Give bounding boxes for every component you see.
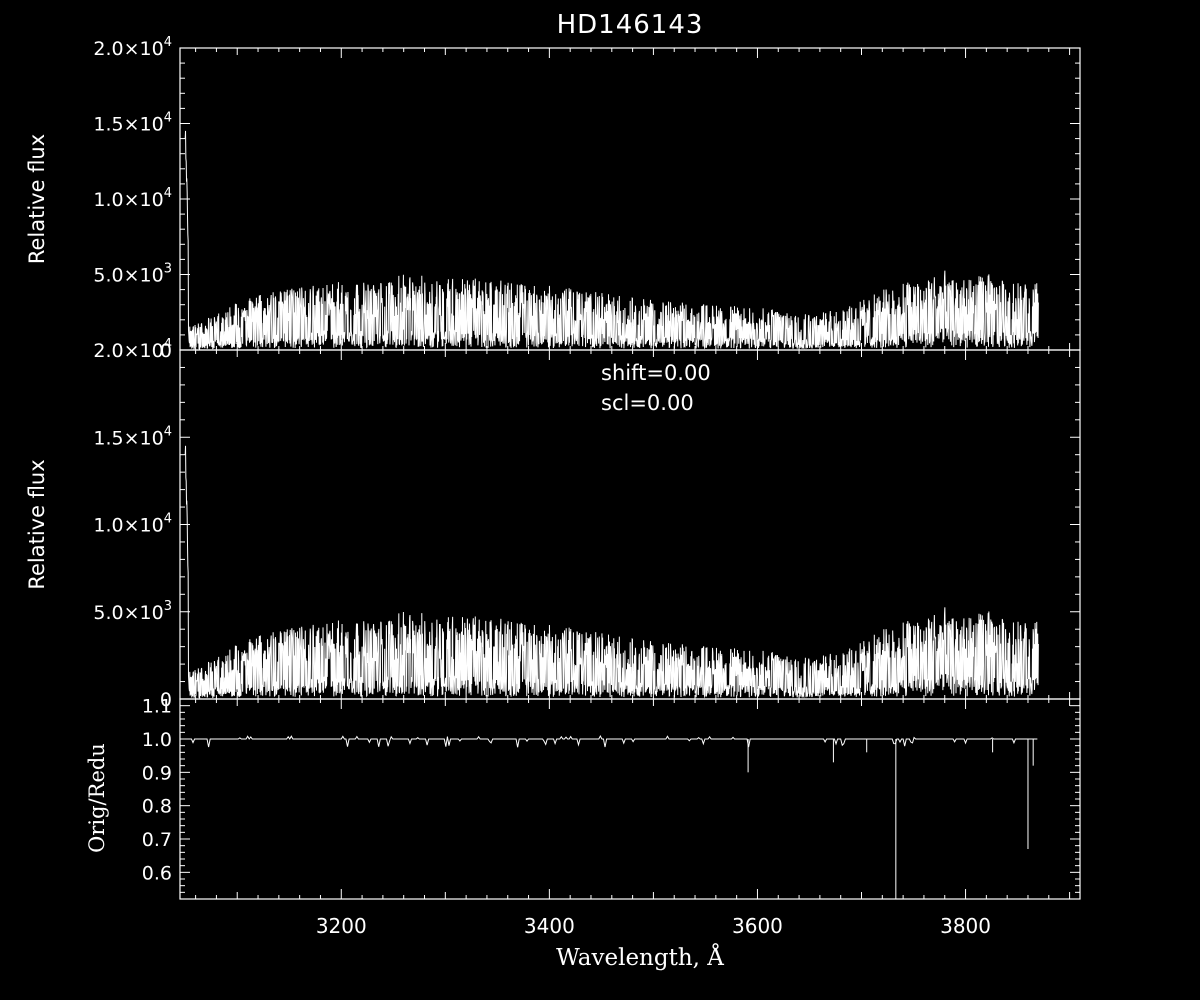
x-tick-label: 3800 (940, 914, 991, 938)
y-tick-label: 1.0 (142, 729, 172, 751)
panel-annotation: scl=0.00 (601, 391, 694, 415)
y-axis-label: Relative flux (25, 134, 49, 264)
y-tick-label: 0 (160, 340, 172, 362)
x-tick-label: 3400 (524, 914, 575, 938)
top-flux-panel: 0 5.0×103 1.0×104 1.5×104 2.0×104 Relative fl… (25, 35, 1081, 362)
y-tick-label: 1.0×104 (93, 512, 172, 537)
ratio-panel: 0.6 0.7 0.8 0.9 1.0 1.1 3200 3400 3600 3800 Orig/R… (85, 696, 1081, 971)
y-tick-label: 5.0×103 (93, 599, 172, 624)
y-tick-label: 1.5×104 (93, 111, 172, 136)
y-tick-label: 0.7 (142, 829, 172, 851)
ratio-trace (185, 734, 1038, 748)
x-axis-label: Wavelength, Å (556, 943, 724, 971)
x-tick-label: 3200 (316, 914, 367, 938)
y-tick-label: 1.0×104 (93, 186, 172, 211)
y-axis-label: Orig/Redu (85, 743, 109, 853)
y-axis-label: Relative flux (25, 459, 49, 589)
panel-annotation: shift=0.00 (601, 361, 711, 385)
y-tick-label: 1.1 (142, 696, 172, 718)
y-tick-label: 5.0×103 (93, 262, 172, 287)
y-tick-label: 1.5×104 (93, 424, 172, 449)
y-tick-label: 2.0×104 (93, 35, 172, 60)
flux-trace (184, 445, 1039, 699)
y-tick-label: 0 (160, 689, 172, 711)
flux-trace (184, 130, 1039, 351)
y-tick-label: 0.6 (142, 862, 172, 884)
y-tick-label: 0.8 (142, 796, 172, 818)
plot-frame (179, 698, 1081, 900)
y-tick-label: 0.9 (142, 762, 172, 784)
middle-flux-panel: 0 5.0×103 1.0×104 1.5×104 2.0×104 Relative fl… (25, 337, 1081, 711)
figure-title: HD146143 (557, 10, 704, 40)
y-tick-label: 2.0×104 (93, 337, 172, 362)
x-tick-label: 3600 (732, 914, 783, 938)
